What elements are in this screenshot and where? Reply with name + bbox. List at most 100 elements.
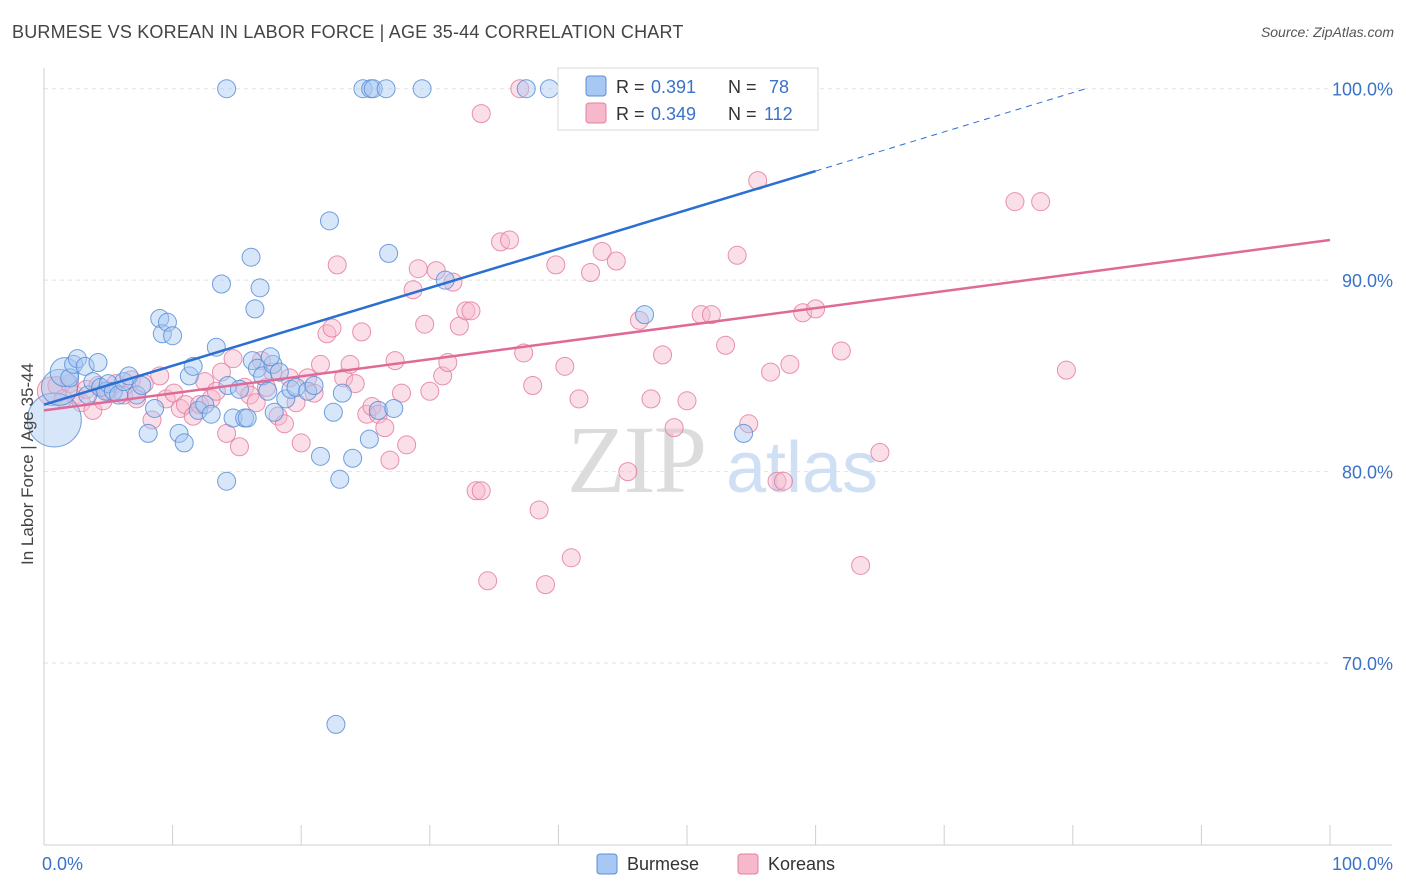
korean-point bbox=[229, 437, 249, 457]
burmese-point bbox=[269, 362, 289, 382]
legend-burmese-label[interactable]: Burmese bbox=[627, 854, 699, 874]
burmese-point bbox=[237, 408, 257, 428]
korean-trendline bbox=[43, 238, 1331, 412]
burmese-point bbox=[376, 79, 396, 99]
korean-point bbox=[581, 263, 601, 283]
burmese-point bbox=[201, 404, 221, 424]
burmese-point bbox=[132, 375, 152, 395]
burmese-trendline bbox=[43, 169, 816, 406]
burmese-point bbox=[412, 79, 432, 99]
korean-point bbox=[529, 500, 549, 520]
burmese-point bbox=[64, 354, 84, 374]
burmese-point bbox=[319, 211, 339, 231]
burmese-point bbox=[368, 400, 388, 420]
korean-point bbox=[36, 376, 67, 407]
y-tick-label: 100.0% bbox=[1332, 80, 1393, 100]
burmese-point bbox=[163, 326, 183, 346]
burmese-point bbox=[250, 278, 270, 298]
legend-korean-r-label: R = bbox=[616, 104, 645, 124]
burmese-point bbox=[260, 347, 280, 367]
korean-point bbox=[268, 406, 288, 426]
korean-point bbox=[345, 374, 365, 394]
korean-point bbox=[466, 481, 486, 501]
korean-point bbox=[175, 395, 195, 415]
burmese-point bbox=[67, 349, 87, 369]
korean-point bbox=[310, 354, 330, 374]
watermark-atlas: atlas bbox=[726, 428, 878, 508]
legend-korean-n-label: N = bbox=[728, 104, 757, 124]
burmese-point bbox=[88, 353, 108, 373]
burmese-point bbox=[734, 423, 754, 443]
legend-korean-label[interactable]: Koreans bbox=[768, 854, 835, 874]
korean-point bbox=[392, 383, 412, 403]
korean-point bbox=[246, 393, 266, 413]
burmese-point bbox=[138, 423, 158, 443]
korean-point bbox=[569, 389, 589, 409]
burmese-point bbox=[241, 247, 261, 267]
burmese-point bbox=[195, 395, 215, 415]
gridlines bbox=[44, 88, 1330, 664]
source-label: Source: ZipAtlas.com bbox=[1260, 24, 1394, 40]
legend-stats: R = 0.391 N = 78 R = 0.349 N = 112 bbox=[557, 67, 819, 131]
x-tick-label: 0.0% bbox=[42, 854, 83, 874]
korean-point bbox=[1056, 360, 1076, 380]
burmese-point bbox=[539, 79, 559, 99]
korean-point bbox=[664, 418, 684, 438]
legend-burmese-marker[interactable] bbox=[596, 853, 618, 875]
legend-burmese-r-label: R = bbox=[616, 77, 645, 97]
burmese-point bbox=[179, 366, 199, 386]
korean-point bbox=[523, 375, 543, 395]
burmese-point bbox=[332, 383, 352, 403]
burmese-point bbox=[145, 398, 165, 418]
korean-point bbox=[83, 400, 103, 420]
korean-point bbox=[375, 418, 395, 438]
burmese-point bbox=[384, 398, 404, 418]
korean-point bbox=[415, 314, 435, 334]
korean-point bbox=[304, 383, 324, 403]
burmese-point bbox=[264, 402, 284, 422]
burmese-point bbox=[217, 79, 237, 99]
burmese-point bbox=[169, 423, 189, 443]
korean-point bbox=[461, 301, 481, 321]
burmese-point bbox=[258, 381, 278, 401]
korean-point bbox=[478, 571, 498, 591]
burmese-point bbox=[379, 243, 399, 263]
korean-point bbox=[701, 305, 721, 325]
burmese-point bbox=[217, 471, 237, 491]
korean-point bbox=[510, 79, 530, 99]
burmese-point bbox=[310, 446, 330, 466]
burmese-point bbox=[223, 408, 243, 428]
legend-korean-marker[interactable] bbox=[737, 853, 759, 875]
burmese-point bbox=[353, 79, 373, 99]
korean-point bbox=[500, 230, 520, 250]
burmese-point bbox=[326, 714, 346, 734]
korean-point bbox=[471, 104, 491, 124]
trendlines bbox=[43, 88, 1331, 412]
burmese-point bbox=[211, 274, 231, 294]
korean-point bbox=[555, 356, 575, 376]
korean-point bbox=[317, 324, 337, 344]
watermark-zip: ZIP bbox=[567, 406, 705, 513]
burmese-trendline-extension bbox=[815, 88, 1086, 172]
korean-point bbox=[327, 255, 347, 275]
legend-burmese-r-value: 0.391 bbox=[651, 77, 696, 97]
korean-point bbox=[291, 433, 311, 453]
korean-point bbox=[767, 471, 787, 491]
burmese-point bbox=[174, 433, 194, 453]
korean-point bbox=[1005, 192, 1025, 212]
korean-point bbox=[240, 385, 260, 405]
korean-point bbox=[536, 575, 556, 595]
korean-point bbox=[629, 310, 649, 330]
korean-point bbox=[561, 548, 581, 568]
korean-point bbox=[851, 555, 871, 575]
axes bbox=[43, 68, 1392, 846]
korean-point bbox=[60, 374, 80, 394]
burmese-point bbox=[245, 299, 265, 319]
korean-point bbox=[727, 245, 747, 265]
korean-point bbox=[677, 391, 697, 411]
burmese-point bbox=[75, 356, 95, 376]
korean-point bbox=[385, 351, 405, 371]
korean-point bbox=[380, 450, 400, 470]
korean-point bbox=[352, 322, 372, 342]
